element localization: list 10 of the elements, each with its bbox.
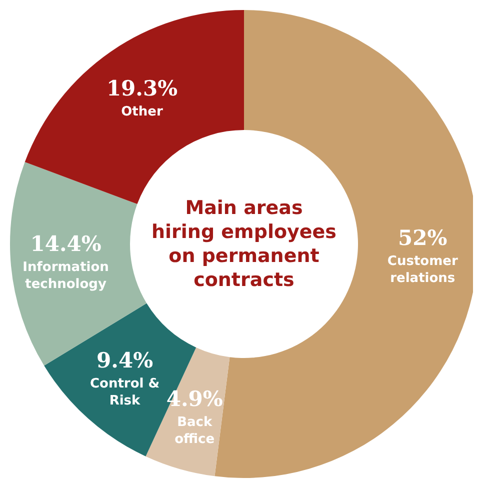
slice-label: Back office — [174, 415, 215, 448]
slice-label: Other — [121, 104, 164, 120]
slice-label: Control & Risk — [90, 376, 160, 409]
data-label: 9.4% — [96, 348, 154, 373]
data-label: 19.3% — [106, 75, 178, 100]
data-label: 52% — [398, 225, 448, 250]
slice-label: Information technology — [22, 260, 109, 292]
slice-label: Customer relations — [387, 254, 458, 286]
text: Main areas hiring employees on permanent contracts — [152, 196, 336, 292]
data-label: 14.4% — [30, 230, 102, 256]
